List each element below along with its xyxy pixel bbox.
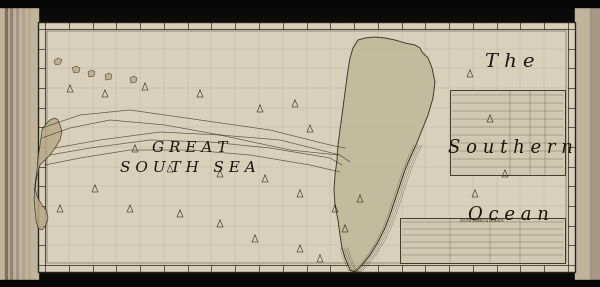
Bar (22, 7, 24, 280)
Bar (28, 7, 30, 280)
Text: S o u t h e r n: S o u t h e r n (448, 139, 572, 157)
Bar (5, 7, 7, 280)
Bar (575, 7, 600, 280)
Text: T h e: T h e (485, 53, 535, 71)
Bar (450, 90, 565, 175)
Text: SOUTH AMERICA with the adjacent ISLANDS in the SOUTHERN OCEAN and SOUTH SEA.: SOUTH AMERICA with the adjacent ISLANDS … (328, 17, 533, 21)
Polygon shape (54, 58, 62, 65)
Text: Chart containing the greater part of the SOUTH SEA to the South of the LINE with: Chart containing the greater part of the… (62, 17, 338, 21)
Polygon shape (34, 118, 62, 230)
Polygon shape (334, 37, 435, 272)
Bar (400, 218, 565, 263)
Bar (0, 7, 38, 280)
Polygon shape (88, 70, 95, 77)
Bar (45, 29, 568, 265)
Text: O c e a n: O c e a n (467, 206, 548, 224)
Text: SOUTH AMERICA ISLANDS: SOUTH AMERICA ISLANDS (460, 219, 504, 223)
Bar (590, 7, 600, 280)
Text: G R E A T: G R E A T (152, 141, 227, 155)
Bar (10, 7, 12, 280)
Polygon shape (72, 66, 80, 73)
Polygon shape (105, 73, 112, 80)
Bar (38, 22, 575, 272)
Bar (16, 7, 18, 280)
Bar (47, 31, 566, 263)
Bar (0, 280, 600, 287)
Bar (0, 0, 600, 7)
Polygon shape (130, 76, 137, 83)
Text: S O U T H   S E A: S O U T H S E A (120, 161, 256, 175)
